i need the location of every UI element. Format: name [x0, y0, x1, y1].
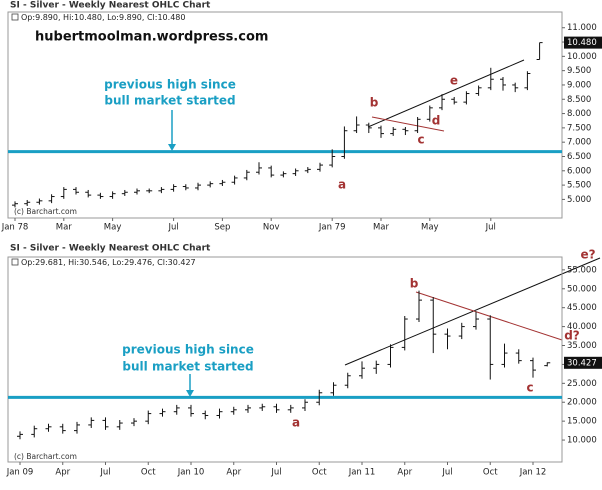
ohlc-info: Op:29.681, Hi:30.546, Lo:29.476, Cl:30.4… [21, 258, 196, 267]
trend-line [415, 291, 563, 341]
y-tick-label: 9.500 [567, 66, 591, 76]
y-tick-label: 6.000 [567, 166, 591, 176]
x-tick-label: Jul [441, 468, 452, 478]
y-tick-label: 7.500 [567, 123, 591, 133]
x-tick-label: Mar [56, 223, 73, 233]
annotation: bull market started [104, 94, 235, 108]
x-tick-label: Jul [270, 468, 281, 478]
x-tick-label: Jan 12 [519, 468, 547, 478]
annotation: a [292, 416, 300, 430]
y-tick-label: 8.000 [567, 109, 591, 119]
annotation: d? [564, 329, 580, 343]
x-tick-label: Oct [141, 468, 156, 478]
annotation: (c) Barchart.com [14, 207, 77, 216]
y-tick-label: 20.000 [567, 398, 597, 408]
annotation: b [370, 96, 379, 110]
annotation: bull market started [122, 360, 253, 374]
annotation: (c) Barchart.com [14, 452, 77, 461]
x-tick-label: Mar [373, 223, 390, 233]
y-tick-label: 50.000 [567, 284, 597, 294]
y-tick-label: 11.000 [567, 23, 597, 33]
annotation: a [338, 178, 346, 192]
x-tick-label: Jul [485, 223, 496, 233]
x-tick-label: Oct [483, 468, 498, 478]
x-tick-label: Jul [99, 468, 110, 478]
annotation: d [432, 114, 441, 128]
y-tick-label: 5.500 [567, 181, 591, 191]
x-tick-label: May [104, 223, 122, 233]
plot-area [7, 11, 563, 219]
trend-line [344, 257, 601, 366]
last-price-tag [564, 356, 602, 369]
y-tick-label: 9.000 [567, 80, 591, 90]
y-tick-label: 55.000 [567, 265, 597, 275]
arrow-head [186, 390, 194, 397]
x-tick-label: Nov [263, 223, 280, 233]
plot-area [7, 256, 563, 463]
last-price-label: 10.480 [567, 38, 597, 48]
chart-title: SI - Silver - Weekly Nearest OHLC Chart [10, 244, 211, 254]
x-tick-label: Jan 79 [318, 223, 346, 233]
x-tick-label: Jan 10 [177, 468, 205, 478]
y-tick-label: 15.000 [567, 417, 597, 427]
y-tick-label: 25.000 [567, 379, 597, 389]
x-tick-label: Oct [312, 468, 327, 478]
x-tick-label: Sep [214, 223, 230, 233]
trend-line [371, 116, 445, 132]
y-tick-label: 7.000 [567, 138, 591, 148]
arrow-head [168, 144, 176, 151]
chart: SI - Silver - Weekly Nearest OHLC Chart O… [6, 244, 602, 478]
annotation: c [526, 381, 533, 395]
x-tick-label: Apr [397, 468, 412, 478]
annotation: b [410, 277, 419, 291]
chart-title: SI - Silver - Weekly Nearest OHLC Chart [10, 1, 211, 11]
x-tick-label: Jan 09 [6, 468, 34, 478]
annotation: hubertmoolman.wordpress.com [35, 30, 268, 45]
last-price-tag [564, 36, 602, 49]
annotation: previous high since [104, 78, 236, 92]
annotation: c [417, 133, 424, 147]
x-tick-label: May [421, 223, 439, 233]
y-tick-label: 40.000 [567, 322, 597, 332]
x-tick-label: Jan 78 [1, 223, 29, 233]
layout-shapes [168, 59, 601, 397]
y-tick-label: 45.000 [567, 303, 597, 313]
info-icon [11, 258, 19, 266]
y-tick-label: 6.500 [567, 152, 591, 162]
x-tick-label: Apr [226, 468, 241, 478]
x-tick-label: Jul [167, 223, 178, 233]
y-tick-label: 35.000 [567, 341, 597, 351]
y-tick-label: 5.000 [567, 195, 591, 205]
y-tick-label: 8.500 [567, 95, 591, 105]
x-tick-label: Apr [55, 468, 70, 478]
annotation: e? [580, 248, 595, 262]
annotation: previous high since [122, 343, 254, 357]
info-icon [11, 13, 19, 21]
chart: SI - Silver - Weekly Nearest OHLC Chart O… [1, 1, 602, 233]
last-price-label: 30.427 [567, 358, 597, 368]
annotation: e [450, 74, 458, 88]
ohlc-info: Op:9.890, Hi:10.480, Lo:9.890, Cl:10.480 [21, 13, 185, 22]
trend-line [367, 59, 525, 128]
y-tick-label: 10.000 [567, 52, 597, 62]
y-tick-label: 10.000 [567, 436, 597, 446]
x-tick-label: Jan 11 [348, 468, 376, 478]
